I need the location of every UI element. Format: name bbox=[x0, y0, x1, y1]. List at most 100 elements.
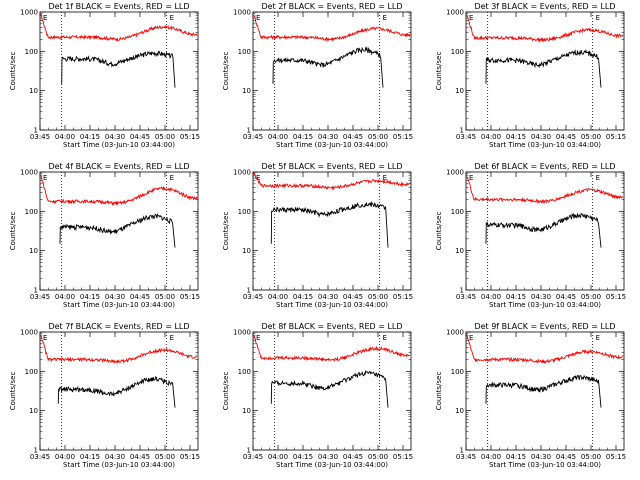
event-marker: E bbox=[256, 334, 260, 342]
x-tick-label: 04:30 bbox=[105, 133, 125, 141]
y-tick-label: 10 bbox=[242, 247, 251, 255]
x-tick-label: 04:30 bbox=[318, 453, 338, 461]
events-series-line bbox=[270, 369, 389, 408]
y-tick-label: 10 bbox=[29, 87, 38, 95]
y-tick-label: 10 bbox=[455, 407, 464, 415]
x-tick-label: 05:00 bbox=[155, 293, 175, 301]
x-tick-label: 03:45 bbox=[243, 293, 263, 301]
events-series-line bbox=[57, 375, 176, 408]
plot-frame bbox=[39, 331, 199, 451]
y-tick-label: 100 bbox=[451, 368, 464, 376]
y-tick-label: 10 bbox=[29, 247, 38, 255]
x-tick-label: 04:15 bbox=[506, 133, 526, 141]
detector-panel-4: Det 4f BLACK = Events, RED = LLD 1 10 100 10… bbox=[9, 162, 200, 309]
lld-series-line bbox=[466, 176, 624, 205]
detector-panel-9: Det 9f BLACK = Events, RED = LLD 1 10 100 10… bbox=[435, 322, 626, 469]
detector-panel-3: Det 3f BLACK = Events, RED = LLD 1 10 100 10… bbox=[435, 2, 626, 149]
x-tick-label: 04:45 bbox=[130, 293, 150, 301]
y-tick-label: 100 bbox=[451, 208, 464, 216]
lld-series-line bbox=[40, 175, 198, 207]
y-axis-label: Counts/sec bbox=[435, 212, 443, 251]
y-tick-label: 1000 bbox=[233, 329, 251, 337]
x-tick-label: 05:15 bbox=[393, 133, 413, 141]
x-tick-label: 04:45 bbox=[343, 453, 363, 461]
x-tick-label: 04:00 bbox=[55, 133, 75, 141]
event-marker: E bbox=[43, 334, 47, 342]
detector-panel-8: Det 8f BLACK = Events, RED = LLD 1 10 100 10… bbox=[222, 322, 413, 469]
x-tick-label: 05:15 bbox=[606, 133, 626, 141]
y-tick-label: 100 bbox=[238, 208, 251, 216]
y-axis-label: Counts/sec bbox=[222, 372, 230, 411]
x-axis-label: Start Time (03-Jun-10 03:44:00) bbox=[63, 461, 175, 469]
x-axis-label: Start Time (03-Jun-10 03:44:00) bbox=[276, 301, 388, 309]
event-marker: E bbox=[596, 14, 600, 22]
lld-series-line bbox=[40, 13, 198, 42]
y-tick-label: 1 bbox=[34, 447, 38, 455]
event-marker: E bbox=[383, 334, 387, 342]
x-tick-label: 05:00 bbox=[581, 453, 601, 461]
plot-frame bbox=[39, 171, 199, 291]
y-tick-label: 1 bbox=[460, 127, 464, 135]
x-tick-label: 05:00 bbox=[368, 133, 388, 141]
detector-panel-7: Det 7f BLACK = Events, RED = LLD 1 10 100 10… bbox=[9, 322, 200, 469]
x-tick-label: 04:00 bbox=[481, 453, 501, 461]
x-tick-label: 04:30 bbox=[318, 133, 338, 141]
x-tick-label: 04:15 bbox=[80, 133, 100, 141]
plot-frame bbox=[252, 11, 412, 131]
y-tick-label: 1 bbox=[460, 287, 464, 295]
plot-frame bbox=[465, 171, 625, 291]
y-axis-label: Counts/sec bbox=[435, 52, 443, 91]
plot-frame bbox=[252, 331, 412, 451]
y-tick-label: 100 bbox=[25, 368, 38, 376]
chart-title: Det 4f BLACK = Events, RED = LLD bbox=[48, 162, 189, 171]
x-tick-label: 04:15 bbox=[293, 293, 313, 301]
event-marker: E bbox=[383, 14, 387, 22]
lld-series-line bbox=[40, 335, 198, 365]
plot-frame bbox=[465, 331, 625, 451]
detector-panel-1: Det 1f BLACK = Events, RED = LLD 1 10 100 10… bbox=[9, 2, 200, 149]
detector-panel-5: Det 5f BLACK = Events, RED = LLD 1 10 100 10… bbox=[222, 162, 413, 309]
event-marker: E bbox=[170, 334, 174, 342]
y-tick-label: 1000 bbox=[446, 329, 464, 337]
x-axis-label: Start Time (03-Jun-10 03:44:00) bbox=[63, 141, 175, 149]
x-tick-label: 05:00 bbox=[581, 133, 601, 141]
event-marker: E bbox=[469, 334, 473, 342]
y-tick-label: 100 bbox=[238, 368, 251, 376]
x-tick-label: 04:45 bbox=[556, 133, 576, 141]
y-tick-label: 1000 bbox=[233, 169, 251, 177]
x-tick-label: 05:15 bbox=[393, 293, 413, 301]
event-marker: E bbox=[43, 14, 47, 22]
events-series-line bbox=[272, 46, 384, 88]
y-tick-label: 1 bbox=[247, 127, 251, 135]
x-tick-label: 05:00 bbox=[368, 293, 388, 301]
x-tick-label: 03:45 bbox=[30, 453, 50, 461]
y-axis-label: Counts/sec bbox=[222, 212, 230, 251]
chart-title: Det 3f BLACK = Events, RED = LLD bbox=[474, 2, 615, 11]
y-axis-label: Counts/sec bbox=[9, 212, 17, 251]
y-tick-label: 1 bbox=[247, 447, 251, 455]
y-tick-label: 1 bbox=[247, 287, 251, 295]
x-tick-label: 03:45 bbox=[30, 133, 50, 141]
x-tick-label: 05:15 bbox=[393, 453, 413, 461]
y-tick-label: 1000 bbox=[20, 9, 38, 17]
x-tick-label: 03:45 bbox=[243, 453, 263, 461]
plot-frame bbox=[39, 11, 199, 131]
y-axis-label: Counts/sec bbox=[9, 372, 17, 411]
event-marker: E bbox=[170, 174, 174, 182]
x-tick-label: 04:00 bbox=[481, 133, 501, 141]
lld-series-line bbox=[253, 15, 411, 43]
events-series-line bbox=[61, 50, 176, 88]
x-axis-label: Start Time (03-Jun-10 03:44:00) bbox=[489, 301, 601, 309]
x-tick-label: 04:30 bbox=[531, 453, 551, 461]
x-tick-label: 03:45 bbox=[456, 293, 476, 301]
y-tick-label: 1000 bbox=[20, 169, 38, 177]
x-tick-label: 04:15 bbox=[293, 133, 313, 141]
x-tick-label: 04:15 bbox=[80, 453, 100, 461]
event-marker: E bbox=[256, 174, 260, 182]
x-tick-label: 05:15 bbox=[606, 453, 626, 461]
events-series-line bbox=[485, 49, 602, 88]
y-tick-label: 10 bbox=[242, 87, 251, 95]
x-tick-label: 04:15 bbox=[80, 293, 100, 301]
event-marker: E bbox=[43, 174, 47, 182]
event-marker: E bbox=[170, 14, 174, 22]
